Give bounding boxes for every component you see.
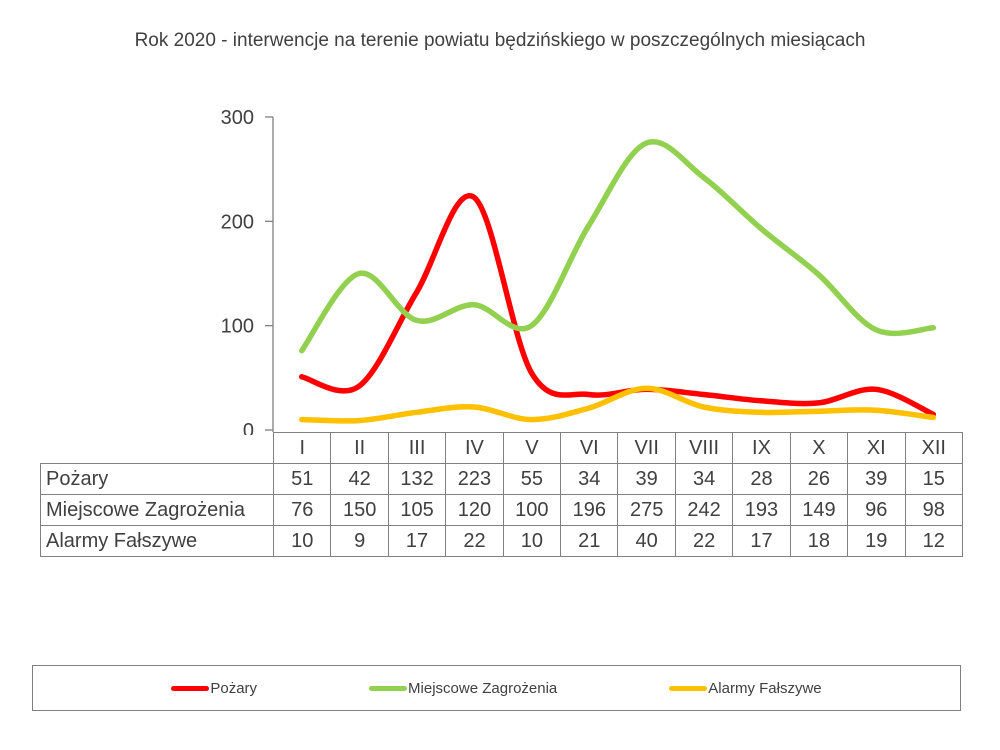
month-header-cell: XI xyxy=(847,432,906,464)
legend-item-miejscowe-zagrozenia: Miejscowe Zagrożenia xyxy=(369,680,557,697)
month-header-cell: X xyxy=(789,432,849,464)
legend-item-label: Miejscowe Zagrożenia xyxy=(408,679,558,697)
value-cell: 100 xyxy=(502,494,562,526)
month-header-cell: III xyxy=(387,432,447,464)
value-cell: 242 xyxy=(674,494,734,526)
value-cell: 42 xyxy=(330,463,389,495)
value-cell: 98 xyxy=(904,494,963,526)
table-header-row: I II III IV V VI VII VIII IX X XI XII xyxy=(41,432,963,464)
value-cell: 40 xyxy=(617,525,676,557)
value-cell: 22 xyxy=(445,525,504,557)
chart-title: Rok 2020 - interwencje na terenie powiat… xyxy=(134,30,866,51)
value-cell: 10 xyxy=(273,525,332,557)
value-cell: 149 xyxy=(789,494,849,526)
value-cell: 34 xyxy=(674,463,734,495)
y-axis-tick-label: 200 xyxy=(221,211,254,233)
value-cell: 34 xyxy=(560,463,619,495)
month-header-cell: IV xyxy=(445,432,504,464)
month-header-cell: VIII xyxy=(674,432,734,464)
value-cell: 55 xyxy=(502,463,562,495)
value-cell: 22 xyxy=(674,525,734,557)
legend-item-pozary: Pożary xyxy=(171,680,257,697)
y-axis-tick-label: 100 xyxy=(221,316,254,338)
value-cell: 15 xyxy=(904,463,963,495)
month-header-cell: I xyxy=(273,432,332,464)
value-cell: 193 xyxy=(732,494,791,526)
value-cell: 9 xyxy=(330,525,389,557)
legend-line-swatch-pozary xyxy=(171,685,210,691)
value-cell: 51 xyxy=(273,463,332,495)
value-cell: 28 xyxy=(732,463,791,495)
value-cell: 18 xyxy=(789,525,849,557)
month-header-cell: VI xyxy=(560,432,619,464)
legend-line-swatch-miejscowe-zagrozenia xyxy=(369,685,408,691)
value-cell: 76 xyxy=(273,494,332,526)
month-header-cell: XII xyxy=(904,432,963,464)
value-cell: 19 xyxy=(847,525,906,557)
value-cell: 21 xyxy=(560,525,619,557)
month-header-cell: V xyxy=(502,432,562,464)
value-cell: 105 xyxy=(387,494,447,526)
value-cell: 10 xyxy=(502,525,562,557)
value-cell: 120 xyxy=(445,494,504,526)
month-header-cell: II xyxy=(330,432,389,464)
y-axis-tick-label: 0 xyxy=(243,420,254,435)
legend-item-label: Pożary xyxy=(210,679,258,697)
row-label-cell: Miejscowe Zagrożenia xyxy=(39,494,275,526)
data-table: I II III IV V VI VII VIII IX X XI XII Pożary 51 42 132 2… xyxy=(39,432,963,557)
chart-legend: Pożary Miejscowe Zagrożenia Alarmy Fałszyw… xyxy=(32,665,961,711)
value-cell: 17 xyxy=(732,525,791,557)
legend-line-swatch-alarmy-falszywe xyxy=(669,685,708,691)
table-corner-blank-cell xyxy=(41,433,274,464)
value-cell: 26 xyxy=(789,463,849,495)
series-line-miejscowe-zagrozenia xyxy=(298,138,937,354)
value-cell: 196 xyxy=(560,494,619,526)
chart-plot: 0 100 200 300 xyxy=(221,107,937,435)
value-cell: 132 xyxy=(387,463,447,495)
month-header-cell: VII xyxy=(617,432,676,464)
legend-item-alarmy-falszywe: Alarmy Fałszywe xyxy=(669,679,822,697)
value-cell: 223 xyxy=(445,463,504,495)
legend-item-label: Alarmy Fałszywe xyxy=(708,679,822,697)
value-cell: 150 xyxy=(330,494,389,526)
y-axis-tick-label: 300 xyxy=(221,107,254,129)
value-cell: 39 xyxy=(847,463,906,495)
table-row-alarmy-falszywe: Alarmy Fałszywe 10 9 17 22 10 21 40 22 17 18 19 12 xyxy=(39,525,963,557)
row-label-cell: Pożary xyxy=(39,463,275,495)
series-line-alarmy-falszywe xyxy=(298,385,937,424)
value-cell: 275 xyxy=(617,494,676,526)
value-cell: 96 xyxy=(847,494,906,526)
row-label-cell: Alarmy Fałszywe xyxy=(39,525,275,557)
month-header-cell: IX xyxy=(732,432,791,464)
table-row-miejscowe-zagrozenia: Miejscowe Zagrożenia 76 150 105 120 100 196 275… xyxy=(39,494,963,526)
value-cell: 39 xyxy=(617,463,676,495)
value-cell: 12 xyxy=(904,525,963,557)
value-cell: 17 xyxy=(387,525,447,557)
table-row-pozary: Pożary 51 42 132 223 55 34 39 34 28 26 39 15 xyxy=(39,463,963,495)
